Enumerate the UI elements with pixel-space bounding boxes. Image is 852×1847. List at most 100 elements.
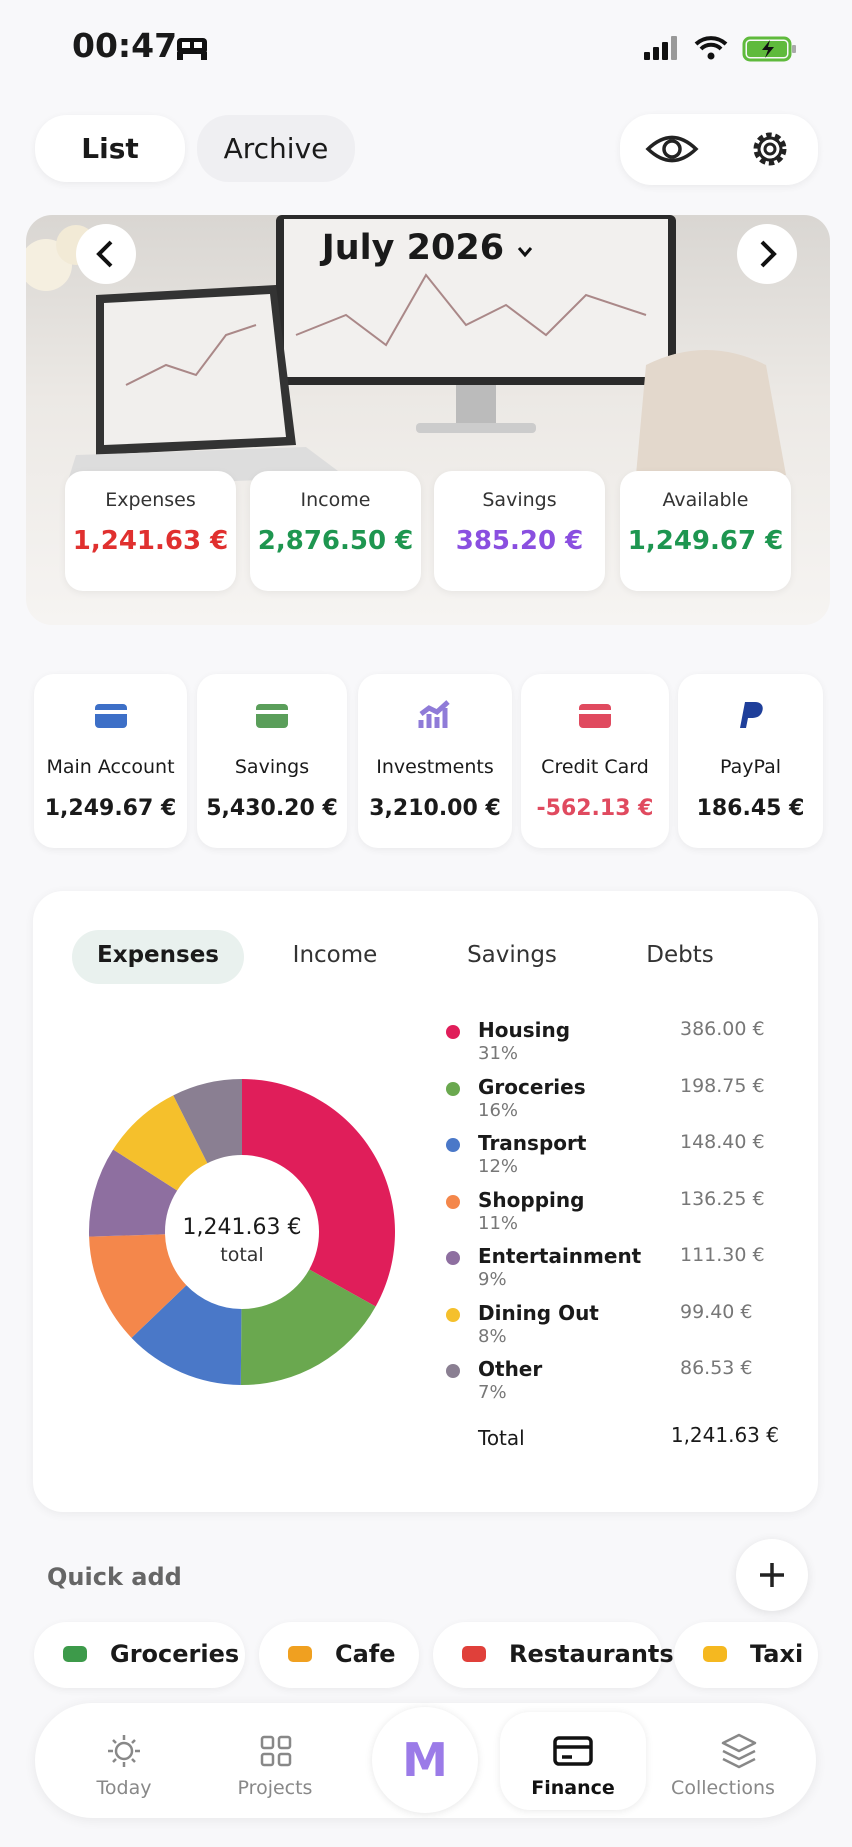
- account-balance: 3,210.00 €: [369, 796, 501, 821]
- prev-month[interactable]: [76, 224, 136, 284]
- account-name: Savings: [234, 756, 310, 778]
- donut-slice: [113, 1095, 208, 1191]
- dropdown-icon: [518, 247, 533, 258]
- header-actions: [620, 114, 818, 185]
- legend-dot: [446, 1081, 460, 1096]
- account-card[interactable]: Main Account 1,249.67 €: [34, 674, 187, 848]
- legend-dot: [446, 1025, 460, 1039]
- action-icons: [645, 132, 787, 166]
- tab-archive[interactable]: Archive: [197, 115, 355, 182]
- donut-slice: [89, 1234, 187, 1338]
- quick-add-chip[interactable]: Taxi: [674, 1622, 818, 1688]
- account-card[interactable]: Investments 3,210.00 €: [358, 674, 512, 848]
- center-button[interactable]: M: [372, 1707, 478, 1813]
- chevron-right: [760, 240, 777, 268]
- account-card[interactable]: Savings 5,430.20 €: [197, 674, 347, 848]
- account-icon: [579, 704, 611, 728]
- projects-icon: [260, 1735, 292, 1767]
- breakdown-tab[interactable]: Income: [292, 942, 378, 968]
- legend-amount: 148.40 €: [680, 1131, 765, 1153]
- legend-share: 12%: [478, 1156, 519, 1177]
- eye-button[interactable]: [645, 135, 699, 163]
- sleep-icon: [177, 38, 207, 60]
- donut-caption: total: [220, 1244, 264, 1266]
- chip-icon: [462, 1646, 486, 1662]
- icon-shape: [703, 1646, 727, 1662]
- next-month[interactable]: [737, 224, 797, 284]
- breakdown-tab[interactable]: Savings: [467, 942, 557, 968]
- chevron-left: [96, 240, 113, 268]
- month-hero: July 2026: [26, 215, 830, 625]
- icon-stripe: [94, 710, 127, 714]
- icon-shape: [94, 704, 127, 728]
- account-card[interactable]: Credit Card -562.13 €: [521, 674, 669, 848]
- settings-button[interactable]: [753, 132, 787, 166]
- legend-name: Groceries: [478, 1074, 586, 1099]
- donut-chart: [89, 1079, 395, 1385]
- donut-slice: [242, 1079, 395, 1307]
- chip-label: Taxi: [750, 1640, 804, 1668]
- icon-shape: [288, 1646, 312, 1662]
- nav-label[interactable]: Finance: [531, 1777, 615, 1799]
- tab-list[interactable]: List: [35, 115, 185, 182]
- donut-slice: [240, 1269, 376, 1385]
- account-icon: [256, 704, 288, 728]
- account-icon: [94, 704, 127, 728]
- legend-dot: [446, 1251, 460, 1265]
- legend-share: 11%: [478, 1212, 519, 1234]
- legend-dot: [446, 1364, 460, 1378]
- legend-amount: 86.53 €: [680, 1357, 753, 1379]
- icon-stripe: [579, 710, 611, 714]
- nav-label[interactable]: Today: [96, 1777, 152, 1799]
- plus-icon: [760, 1563, 784, 1587]
- quick-add-title: Quick add: [47, 1563, 182, 1591]
- quick-add-chip[interactable]: Cafe: [259, 1622, 419, 1688]
- icon-shape: [462, 1646, 486, 1662]
- chip-label: Cafe: [335, 1640, 396, 1668]
- status-icons: [644, 36, 796, 62]
- legend-amount: 111.30 €: [680, 1244, 765, 1266]
- legend-name: Entertainment: [478, 1244, 642, 1268]
- legend-name: Dining Out: [478, 1300, 599, 1325]
- legend-name: Other: [478, 1357, 543, 1381]
- summary-card: Expenses 1,241.63 €: [65, 471, 236, 591]
- nav-icons: [108, 1733, 757, 1769]
- donut-slice: [89, 1149, 178, 1237]
- legend-dot: [446, 1138, 460, 1152]
- collections-icon: [721, 1733, 757, 1769]
- active-tab-bg: [72, 930, 244, 984]
- account-card[interactable]: PayPal 186.45 €: [678, 674, 823, 848]
- month-title: July 2026: [321, 228, 505, 268]
- account-icon: [739, 702, 763, 728]
- summary-card: Income 2,876.50 €: [250, 471, 421, 591]
- legend-amount: 99.40 €: [680, 1300, 753, 1323]
- legend-share: 31%: [478, 1043, 519, 1064]
- nav-label[interactable]: Projects: [237, 1777, 313, 1799]
- breakdown-tab[interactable]: Debts: [646, 942, 714, 968]
- icon-stripe: [256, 710, 288, 714]
- account-name: Main Account: [46, 756, 175, 778]
- account-icon: [418, 700, 450, 728]
- month-selector[interactable]: July 2026: [278, 228, 578, 268]
- donut-slice: [173, 1079, 242, 1164]
- summary-value: 1,241.63 €: [72, 526, 229, 556]
- legend-dot: [446, 1194, 460, 1209]
- chip-icon: [63, 1646, 87, 1662]
- summary-label: Income: [300, 489, 371, 511]
- chip-icon: [703, 1646, 727, 1662]
- icon-shape: [256, 704, 288, 728]
- donut-slice: [131, 1285, 242, 1385]
- quick-add-chip[interactable]: Restaurants: [433, 1622, 674, 1688]
- total-amount: 1,241.63 €: [670, 1423, 779, 1447]
- nav-label[interactable]: Collections: [671, 1777, 775, 1799]
- icon-shape: [579, 704, 611, 728]
- add-button[interactable]: [736, 1539, 808, 1611]
- finance-icon: [553, 1736, 593, 1766]
- total-label: Total: [478, 1426, 525, 1450]
- breakdown-tab[interactable]: Expenses: [97, 942, 219, 968]
- quick-add-chip[interactable]: Groceries: [34, 1622, 245, 1688]
- legend-name: Transport: [478, 1131, 587, 1155]
- account-balance: 186.45 €: [696, 796, 805, 821]
